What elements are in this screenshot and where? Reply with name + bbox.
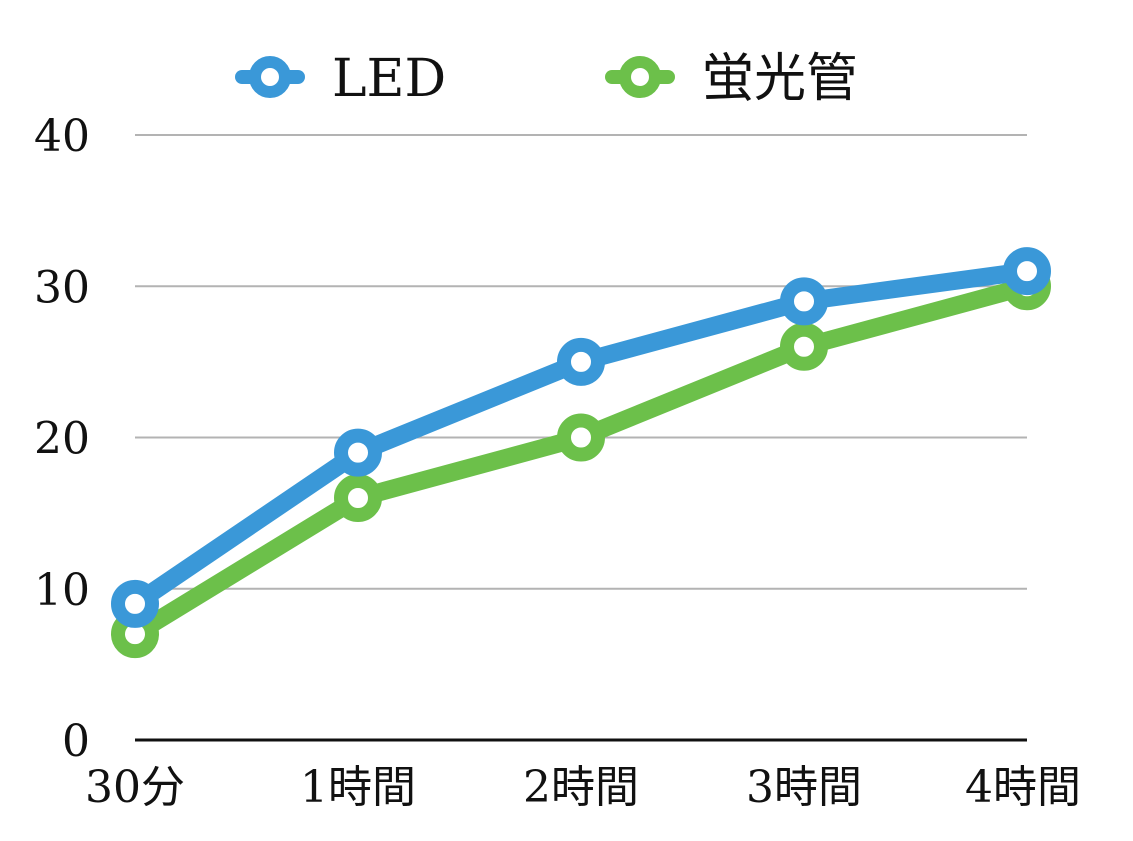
gridlines xyxy=(135,134,1027,590)
x-axis-ticks: 30分 1時間 2時間 3時間 4時間 xyxy=(85,762,1081,813)
x-tick-label: 1時間 xyxy=(300,762,416,813)
data-point xyxy=(1003,247,1051,296)
y-tick-label: 10 xyxy=(34,565,90,616)
y-tick-label: 20 xyxy=(34,414,90,465)
legend-label: 蛍光管 xyxy=(702,49,858,109)
legend-marker xyxy=(619,56,661,98)
data-point xyxy=(780,322,828,371)
legend: LED 蛍光管 xyxy=(235,49,858,109)
data-point xyxy=(334,428,382,477)
series-group xyxy=(111,247,1051,659)
legend-label: LED xyxy=(332,49,446,109)
data-point xyxy=(334,474,382,522)
data-point xyxy=(780,277,828,326)
x-tick-label: 2時間 xyxy=(523,762,639,813)
y-tick-label: 40 xyxy=(34,111,90,162)
y-axis-ticks: 0 10 20 30 40 xyxy=(34,111,90,767)
y-tick-label: 0 xyxy=(62,716,90,767)
series-1 xyxy=(111,262,1051,659)
data-point xyxy=(557,413,605,462)
data-point xyxy=(111,579,159,628)
y-tick-label: 30 xyxy=(34,262,90,313)
legend-marker xyxy=(249,56,291,98)
x-tick-label: 4時間 xyxy=(965,762,1081,813)
x-tick-label: 30分 xyxy=(85,762,185,813)
series-0 xyxy=(111,247,1051,628)
x-tick-label: 3時間 xyxy=(746,762,862,813)
data-point xyxy=(557,337,605,386)
